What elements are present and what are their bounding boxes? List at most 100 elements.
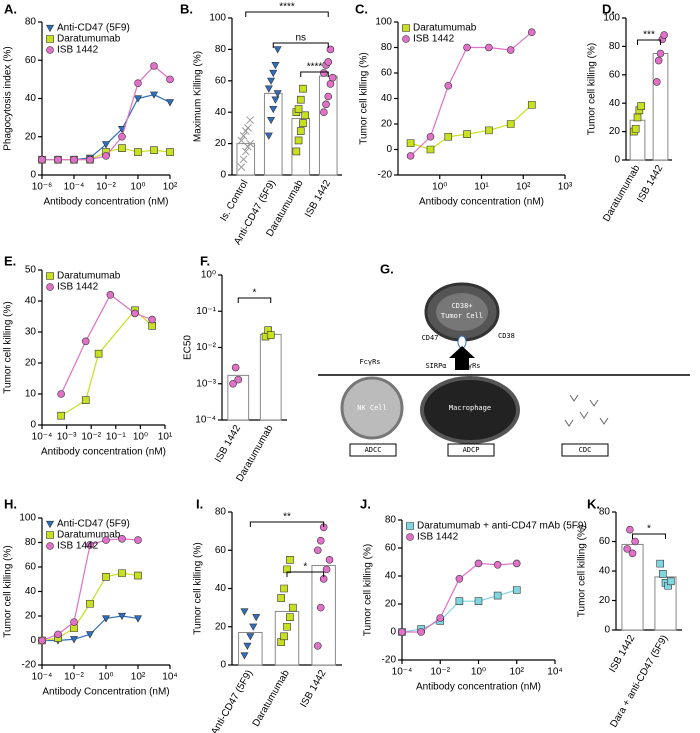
data-point xyxy=(289,603,297,612)
data-point xyxy=(436,614,445,622)
x-tick-label: 10¹ xyxy=(158,432,173,443)
series-line xyxy=(60,309,153,417)
data-point xyxy=(118,132,126,141)
significance-label: *** xyxy=(643,30,655,41)
y-axis-title: Tumor cell killing (%) xyxy=(3,301,14,393)
panel-letter: K. xyxy=(587,496,600,511)
data-point xyxy=(240,608,249,616)
significance-label: * xyxy=(303,562,307,573)
data-point xyxy=(417,628,425,636)
data-point xyxy=(102,573,110,581)
y-tick-label: 40 xyxy=(25,296,37,307)
mechanism-box xyxy=(349,443,397,457)
data-point xyxy=(463,130,471,138)
data-point xyxy=(299,119,307,127)
data-point xyxy=(81,396,90,404)
y-axis-title: Tumor cell killing (%) xyxy=(587,43,598,135)
significance-bracket xyxy=(286,571,325,577)
data-point xyxy=(264,85,273,93)
y-tick-label: 30 xyxy=(25,327,37,338)
data-point xyxy=(239,155,248,164)
data-point xyxy=(294,136,303,145)
y-tick-label: 10⁻⁴ xyxy=(195,415,216,426)
data-point xyxy=(320,69,328,77)
y-tick-label: -20 xyxy=(378,170,393,181)
x-tick-label: 10⁰ xyxy=(432,182,447,193)
x-tick-label: 10⁰ xyxy=(98,672,113,683)
data-point xyxy=(246,116,255,124)
y-tick-label: -20 xyxy=(382,655,397,666)
panel-letter: D. xyxy=(602,1,615,16)
panel: C. Tumor cell killing (%) -20 0 20 40 60 80 100 1… xyxy=(355,1,573,207)
x-tick-label: 10⁻⁴ xyxy=(32,672,53,683)
data-point xyxy=(653,78,661,86)
data-point xyxy=(69,636,79,644)
panel-letter: I. xyxy=(196,496,203,511)
data-point xyxy=(70,618,78,626)
y-tick-label: 60 xyxy=(25,562,37,573)
data-point xyxy=(328,73,337,82)
x-tick-label: 10³ xyxy=(558,182,573,193)
legend-label: ISB 1442 xyxy=(417,532,459,543)
data-point xyxy=(493,591,502,600)
cd47-label: CD47 xyxy=(422,334,439,342)
y-tick-label: 20 xyxy=(215,621,227,632)
data-point xyxy=(474,597,483,605)
legend-marker xyxy=(406,533,414,541)
legend-label: Daratumumab xyxy=(57,530,121,541)
x-tick-label: 10⁻² xyxy=(64,672,84,683)
panel: J. Tumor cell killing (%) -20 0 20 40 60 80 10⁻⁴… xyxy=(360,496,587,692)
x-tick-label: ISB 1442 xyxy=(607,633,637,675)
data-point xyxy=(637,102,645,110)
data-point xyxy=(316,603,325,612)
panel-letter: A. xyxy=(4,1,17,16)
y-tick-label: 40 xyxy=(385,571,397,582)
significance-label: * xyxy=(253,288,257,299)
y-tick-label: -20 xyxy=(22,660,37,671)
x-tick-label: 10¹ xyxy=(474,182,489,193)
data-point xyxy=(324,58,333,66)
data-point xyxy=(246,139,255,148)
data-point xyxy=(626,525,634,534)
data-point xyxy=(273,46,282,54)
significance-label: **** xyxy=(307,62,323,73)
y-axis-title: EC50 xyxy=(183,335,194,360)
y-tick-label: 20 xyxy=(25,358,37,369)
legend-marker xyxy=(45,24,55,33)
data-point xyxy=(406,152,415,160)
data-point xyxy=(631,124,640,133)
data-point xyxy=(398,628,406,636)
y-tick-label: 60 xyxy=(215,545,227,556)
significance-bracket xyxy=(637,39,661,45)
legend-marker xyxy=(406,522,414,530)
data-point xyxy=(102,536,110,544)
data-point xyxy=(81,337,90,346)
x-tick-label: 10⁻⁶ xyxy=(32,182,53,193)
data-point xyxy=(324,92,333,101)
y-axis-title: Phagocytosis index (%) xyxy=(3,46,14,151)
y-tick-label: 10⁻³ xyxy=(196,378,216,389)
data-point xyxy=(455,597,464,605)
panel-letter: C. xyxy=(355,1,368,16)
y-tick-label: 20 xyxy=(25,611,37,622)
data-point xyxy=(294,105,303,113)
significance-bracket xyxy=(237,297,272,303)
y-tick-label: 20 xyxy=(609,126,621,137)
y-tick-label: 100 xyxy=(603,13,620,24)
y-tick-label: 20 xyxy=(385,599,397,610)
data-point xyxy=(320,108,328,116)
data-point xyxy=(506,120,515,128)
x-tick-label: Daratumumab xyxy=(601,163,642,224)
significance-label: ns xyxy=(295,33,306,44)
data-point xyxy=(656,559,665,568)
x-tick-label: 10⁻¹ xyxy=(106,432,126,443)
legend-marker xyxy=(46,531,54,539)
x-axis-title: Antibody concentration (nM) xyxy=(41,447,166,458)
bar xyxy=(652,53,669,161)
significance-bracket xyxy=(245,11,329,17)
data-point xyxy=(134,79,142,87)
y-axis-title: Maximum Killing (%) xyxy=(193,51,204,142)
